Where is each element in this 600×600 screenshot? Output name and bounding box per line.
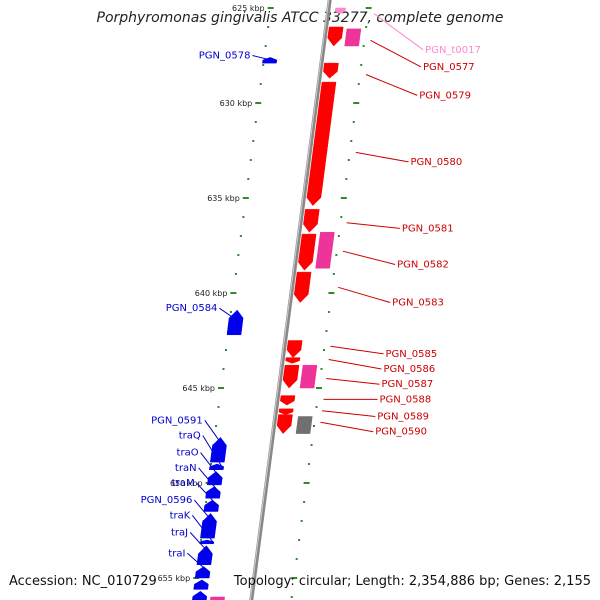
gene-label-pgn-0588[interactable]: PGN_0588 <box>380 394 432 405</box>
gene-pgn_0579[interactable] <box>323 62 339 79</box>
label-leader-line <box>193 499 216 526</box>
gene-pgn_0582-partner[interactable] <box>315 231 335 269</box>
gene-pgn_0590-partner[interactable] <box>295 416 313 434</box>
label-leader-line <box>200 452 222 480</box>
label-leader-line <box>365 74 418 96</box>
label-leader-line <box>330 345 384 355</box>
gene-traj[interactable] <box>196 545 213 565</box>
label-leader-line <box>187 552 210 573</box>
gene-label-pgn-0596[interactable]: PGN_0596 <box>141 495 193 506</box>
gene-label-tran[interactable]: traN <box>175 463 197 474</box>
gene-pgn_0596[interactable] <box>200 513 217 539</box>
gene-label-tram[interactable]: traM <box>172 478 195 489</box>
topology-text: Topology: circular; Length: 2,354,886 bp… <box>233 574 591 589</box>
gene-label-pgn-0587[interactable]: PGN_0587 <box>381 379 433 390</box>
gene-label-pgn-t0017[interactable]: PGN_t0017 <box>425 45 481 56</box>
gene-label-trao[interactable]: traO <box>177 448 199 459</box>
scale-label: 645 kbp <box>182 384 215 393</box>
label-leader-line <box>370 39 422 68</box>
gene-label-pgn-0583[interactable]: PGN_0583 <box>392 298 444 309</box>
gene-pgn_0580[interactable] <box>306 81 337 206</box>
gene-pgn_0588[interactable] <box>280 395 296 406</box>
gene-pgn_0587[interactable] <box>282 364 300 389</box>
scale-label: 625 kbp <box>232 4 265 13</box>
label-leader-line <box>373 13 424 51</box>
gene-label-pgn-0591[interactable]: PGN_0591 <box>151 415 203 426</box>
genome-backbone <box>249 0 332 600</box>
gene-label-trak[interactable]: traK <box>170 510 191 521</box>
gene-pgn_0587-partner[interactable] <box>299 364 318 389</box>
gene-label-pgn-0579[interactable]: PGN_0579 <box>419 90 471 101</box>
label-layer[interactable]: PGN_t0017 PGN_0577 PGN_0578 PGN_0579 PGN_058… <box>141 13 481 573</box>
gene-trai-tail-2[interactable] <box>192 590 208 600</box>
gene-label-pgn-0586[interactable]: PGN_0586 <box>383 364 435 375</box>
gene-label-pgn-0589[interactable]: PGN_0589 <box>377 412 429 423</box>
gene-label-pgn-0578[interactable]: PGN_0578 <box>199 51 251 62</box>
label-leader-line <box>355 151 409 163</box>
label-leader-line <box>346 222 400 229</box>
scale-label: 640 kbp <box>195 289 228 298</box>
gene-label-pgn-0584[interactable]: PGN_0584 <box>166 303 218 314</box>
gene-label-pgn-0582[interactable]: PGN_0582 <box>397 260 449 271</box>
label-leader-line <box>321 410 376 417</box>
gene-tran[interactable] <box>205 486 221 499</box>
gene-trai-tail-1[interactable] <box>193 579 209 590</box>
gene-pgn_0577-partner[interactable] <box>344 28 362 47</box>
gene-label-traq[interactable]: traQ <box>179 431 201 442</box>
gene-pgn_0589[interactable] <box>278 408 294 415</box>
label-leader-line <box>204 420 226 450</box>
label-leader-line <box>338 286 391 303</box>
accession-text: Accession: NC_010729 <box>9 574 157 589</box>
label-leader-line <box>196 482 218 507</box>
backbone-layer <box>249 0 332 600</box>
label-leader-line <box>320 421 374 433</box>
gene-label-pgn-0577[interactable]: PGN_0577 <box>423 62 475 73</box>
scale-label: 650 kbp <box>170 479 203 488</box>
gene-pgn_0581[interactable] <box>303 209 320 233</box>
label-leader-line <box>191 514 214 543</box>
label-leader-line <box>219 307 242 324</box>
scale-label: 630 kbp <box>220 99 253 108</box>
gene-tail-rna[interactable] <box>209 596 225 600</box>
gene-pgn_0585[interactable] <box>286 340 303 358</box>
gene-pgn_0590[interactable] <box>276 414 293 434</box>
label-leader-line <box>342 250 396 265</box>
gene-pgn_0582[interactable] <box>298 233 317 271</box>
label-leader-line <box>198 467 220 493</box>
gene-pgn_0577[interactable] <box>327 26 344 47</box>
gene-pgn_0591[interactable] <box>210 437 227 463</box>
label-leader-line <box>189 532 212 556</box>
gene-trai[interactable] <box>194 566 211 579</box>
gene-label-trai[interactable]: traI <box>168 548 185 559</box>
gene-pgn_0586[interactable] <box>285 357 301 364</box>
gene-pgn_t0017[interactable] <box>334 7 346 14</box>
scale-label: 655 kbp <box>158 574 191 583</box>
label-leader-line <box>326 378 380 385</box>
gene-pgn_0583[interactable] <box>293 271 312 303</box>
scale-label: 635 kbp <box>207 194 240 203</box>
gene-label-pgn-0580[interactable]: PGN_0580 <box>411 157 463 168</box>
label-leader-line <box>328 359 382 370</box>
gene-trao[interactable] <box>207 471 223 486</box>
gene-label-pgn-0581[interactable]: PGN_0581 <box>402 223 454 234</box>
gene-label-pgn-0585[interactable]: PGN_0585 <box>385 349 437 360</box>
label-leader-line <box>202 435 224 469</box>
map-title: Porphyromonas gingivalis ATCC 33277, com… <box>96 10 504 26</box>
backbone-highlight <box>249 0 330 600</box>
gene-pgn_0578[interactable] <box>262 57 278 64</box>
label-leader-line <box>252 55 276 62</box>
gene-label-traj[interactable]: traJ <box>171 527 188 538</box>
gene-label-pgn-0590[interactable]: PGN_0590 <box>375 427 427 438</box>
